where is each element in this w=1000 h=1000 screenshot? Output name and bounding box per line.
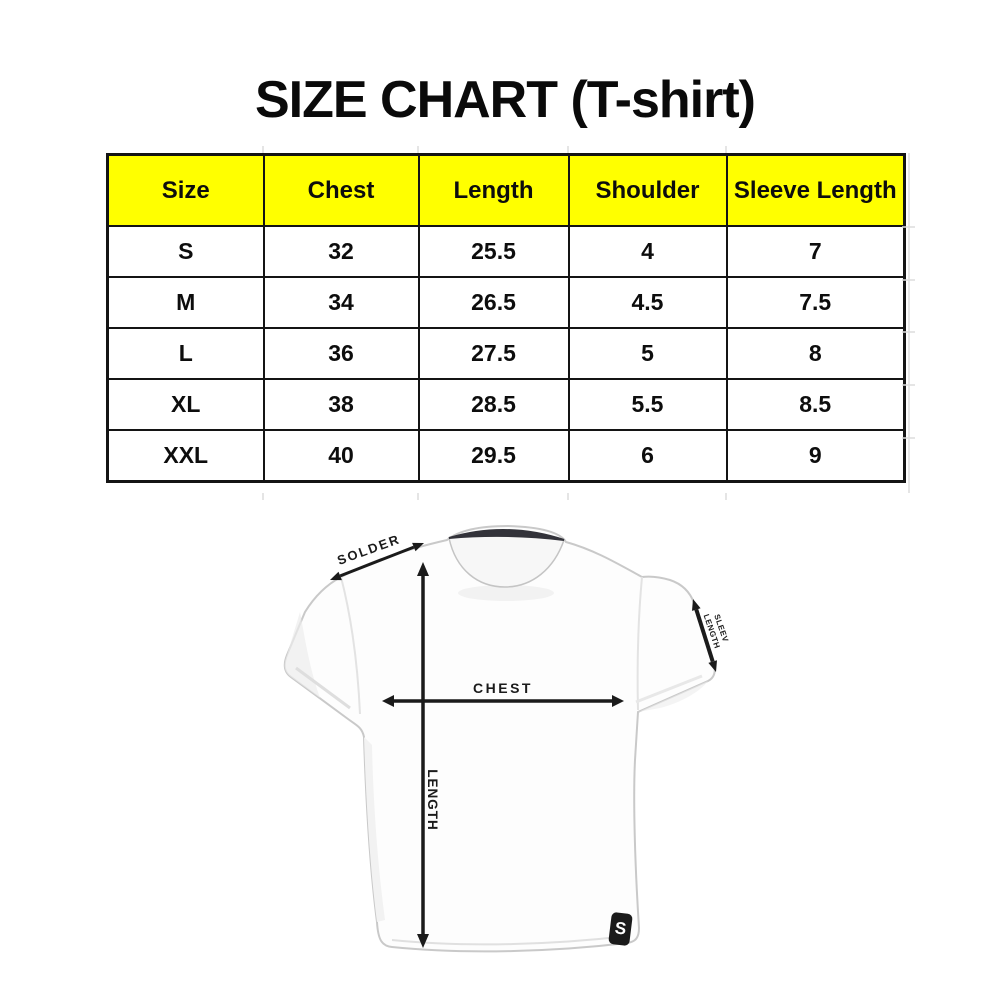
value-cell: 28.5: [417, 378, 570, 431]
sleeve-length-arrow: [692, 599, 717, 672]
value-cell: 26.5: [417, 276, 570, 329]
size-cell: M: [106, 276, 265, 329]
gridline-artifact: [902, 331, 915, 333]
column-header: Chest: [262, 153, 420, 227]
table-row: M 34 26.5 4.5 7.5: [106, 276, 906, 329]
gridline-artifact: [417, 146, 419, 153]
size-cell: L: [106, 327, 265, 380]
shading: [638, 681, 708, 712]
page-title: SIZE CHART (T-shirt): [255, 71, 756, 129]
value-cell: 6: [567, 429, 728, 483]
brand-logo-patch: S: [608, 911, 633, 947]
chest-arrow: [382, 695, 624, 707]
gridline-artifact: [567, 493, 569, 500]
value-cell: 38: [262, 378, 420, 431]
gridline-artifact: [417, 493, 419, 500]
collar-back: [448, 528, 565, 541]
gridline-artifact: [567, 146, 569, 153]
value-cell: 27.5: [417, 327, 570, 380]
sleeve-seam: [636, 576, 643, 711]
shading: [364, 737, 385, 922]
value-cell: 9: [725, 429, 906, 483]
size-cell: XXL: [106, 429, 265, 483]
gridline-artifact: [902, 437, 915, 439]
value-cell: 8: [725, 327, 906, 380]
brand-logo-letter: S: [613, 918, 628, 939]
column-header: Size: [106, 153, 265, 227]
value-cell: 32: [262, 225, 420, 278]
length-arrow: [417, 562, 429, 948]
table-row: L 36 27.5 5 8: [106, 327, 906, 380]
gridline-artifact: [725, 146, 727, 153]
value-cell: 5: [567, 327, 728, 380]
value-cell: 4: [567, 225, 728, 278]
shading: [458, 585, 554, 601]
header-row: Size Chest Length Shoulder Sleeve Length: [106, 153, 906, 227]
value-cell: 8.5: [725, 378, 906, 431]
column-header: Length: [417, 153, 570, 227]
table-row: XXL 40 29.5 6 9: [106, 429, 906, 483]
gridline-artifact: [902, 384, 915, 386]
value-cell: 40: [262, 429, 420, 483]
value-cell: 4.5: [567, 276, 728, 329]
fold-shadow: [635, 674, 703, 704]
table-row: S 32 25.5 4 7: [106, 225, 906, 278]
column-header: Sleeve Length: [725, 153, 906, 227]
gridline-artifact: [725, 493, 727, 500]
tshirt-illustration: [283, 524, 717, 953]
gridline-artifact: [262, 493, 264, 500]
gridline-artifact: [902, 226, 915, 228]
chest-label: CHEST: [473, 680, 533, 696]
value-cell: 7.5: [725, 276, 906, 329]
value-cell: 29.5: [417, 429, 570, 483]
shading: [284, 612, 320, 698]
value-cell: 7: [725, 225, 906, 278]
size-cell: XL: [106, 378, 265, 431]
value-cell: 25.5: [417, 225, 570, 278]
fold-shadow: [295, 666, 351, 710]
table-row: XL 38 28.5 5.5 8.5: [106, 378, 906, 431]
size-cell: S: [106, 225, 265, 278]
column-header: Shoulder: [567, 153, 728, 227]
gridline-artifact: [902, 279, 915, 281]
gridline-artifact: [908, 153, 910, 493]
gridline-artifact: [262, 146, 264, 153]
sleeve-seam: [340, 576, 361, 715]
size-table: Size Chest Length Shoulder Sleeve Length S 32…: [106, 153, 906, 483]
value-cell: 34: [262, 276, 420, 329]
length-label: LENGTH: [425, 769, 440, 831]
shoulder-arrow: [330, 542, 424, 581]
value-cell: 5.5: [567, 378, 728, 431]
value-cell: 36: [262, 327, 420, 380]
